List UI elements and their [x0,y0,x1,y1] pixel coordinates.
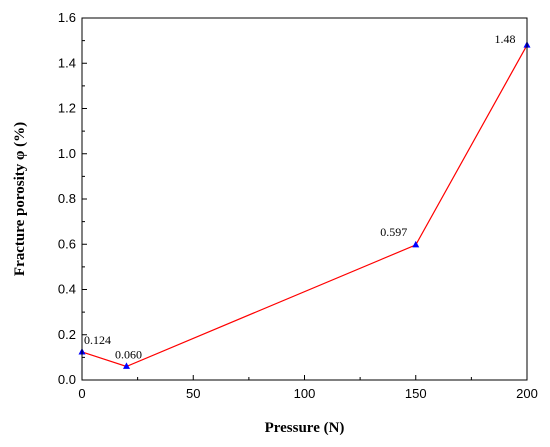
x-axis-ticks: 0 50 100 150 200 [78,375,538,401]
y-tick-label: 0.2 [58,327,76,342]
y-tick-label: 0.6 [58,236,76,251]
data-point-marker [412,240,420,248]
y-tick-label: 1.6 [58,10,76,25]
data-labels: 0.124 0.060 0.597 1.48 [84,32,516,361]
data-point-label: 0.124 [84,333,111,347]
y-tick-label: 0.0 [58,372,76,387]
y-tick-label: 1.4 [58,55,76,70]
x-axis-label: Pressure (N) [265,420,345,436]
series-layer [78,41,531,369]
y-tick-label: 0.8 [58,191,76,206]
data-point-marker [123,362,130,369]
x-tick-label: 200 [516,386,538,401]
x-tick-label: 50 [186,386,200,401]
data-point-label: 0.060 [115,347,142,361]
plot-frame [81,17,528,381]
data-point-label: 0.597 [380,225,407,239]
y-tick-label: 1.2 [58,101,76,116]
y-tick-label: 0.4 [58,282,76,297]
series-line [81,44,528,368]
y-tick-label: 1.0 [58,146,76,161]
y-axis-ticks: 0.0 0.2 0.4 0.6 0.8 1.0 1.2 1.4 1.6 [58,10,87,387]
x-tick-label: 150 [405,386,427,401]
y-axis-label: Fracture porosity φ (%) [12,122,28,276]
x-tick-label: 0 [78,386,85,401]
x-tick-label: 100 [294,386,316,401]
data-point-label: 1.48 [495,32,516,46]
